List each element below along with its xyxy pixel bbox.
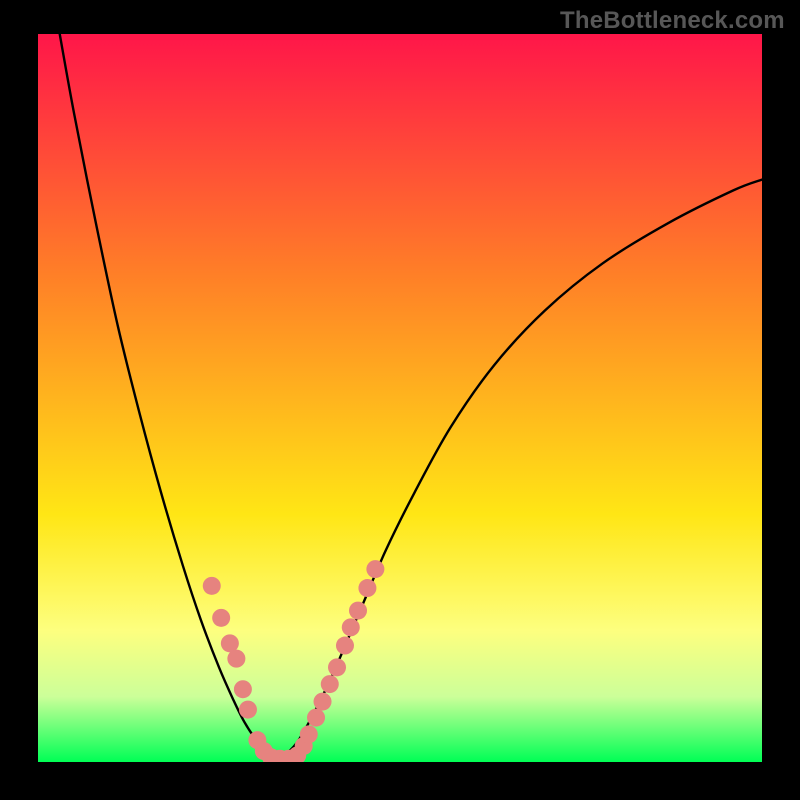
data-point <box>239 701 257 719</box>
data-point <box>349 602 367 620</box>
bottleneck-curve-svg <box>0 0 800 800</box>
data-point <box>307 709 325 727</box>
bottleneck-curve <box>60 34 762 759</box>
data-point <box>358 579 376 597</box>
data-point <box>336 637 354 655</box>
data-point <box>328 658 346 676</box>
data-point <box>234 680 252 698</box>
data-point <box>314 693 332 711</box>
data-point <box>300 725 318 743</box>
canvas: TheBottleneck.com <box>0 0 800 800</box>
watermark-text: TheBottleneck.com <box>560 7 785 35</box>
data-point <box>342 618 360 636</box>
data-point <box>203 577 221 595</box>
data-point <box>366 560 384 578</box>
data-point <box>212 609 230 627</box>
data-point <box>227 650 245 668</box>
data-point <box>321 675 339 693</box>
